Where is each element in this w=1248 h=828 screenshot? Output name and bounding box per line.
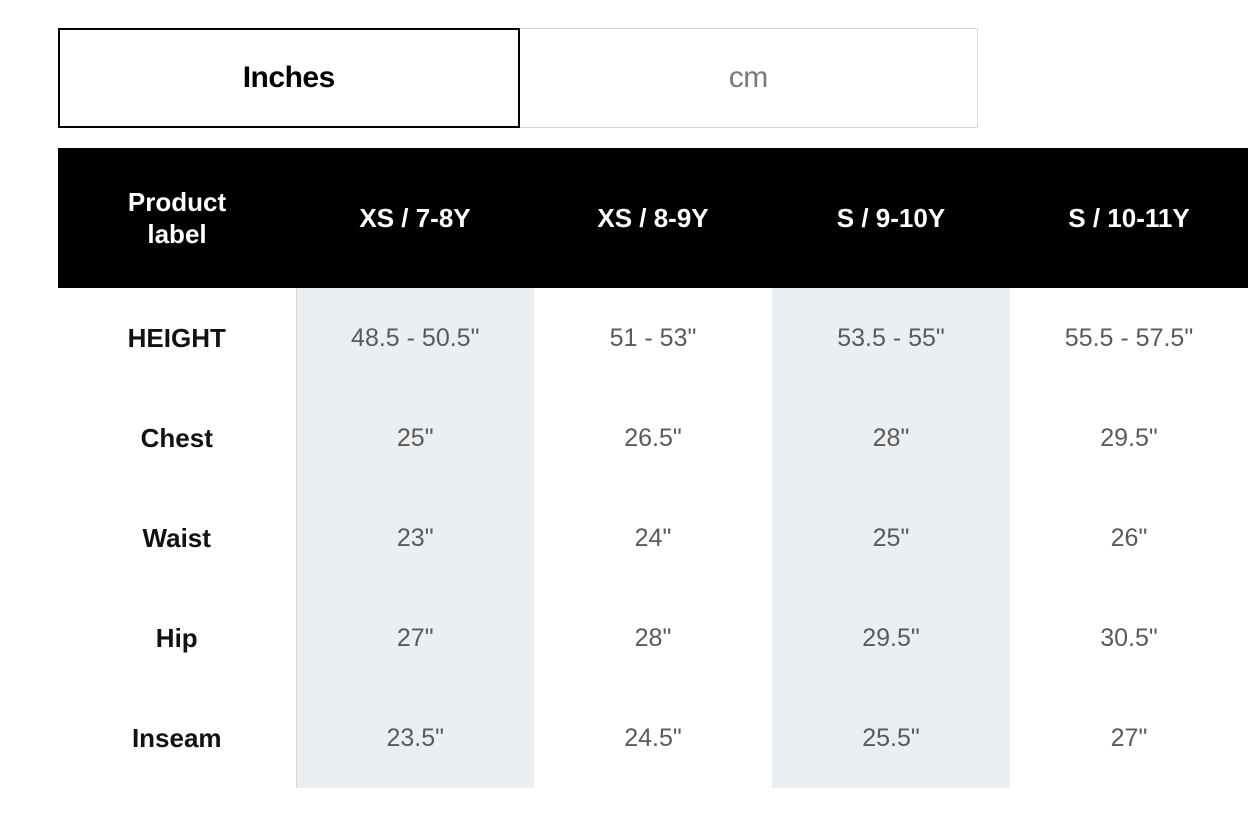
size-chart-table: Product label XS / 7-8Y XS / 8-9Y S / 9-… bbox=[58, 148, 1248, 788]
cell: 25" bbox=[772, 488, 1010, 588]
cell: 23" bbox=[296, 488, 534, 588]
row-label-2: Waist bbox=[58, 488, 296, 588]
cell: 55.5 - 57.5" bbox=[1010, 288, 1248, 388]
table-header-row: Product label XS / 7-8Y XS / 8-9Y S / 9-… bbox=[58, 148, 1248, 288]
row-label-3: Hip bbox=[58, 588, 296, 688]
cell: 25.5" bbox=[772, 688, 1010, 788]
cell: 24.5" bbox=[534, 688, 772, 788]
cell: 48.5 - 50.5" bbox=[296, 288, 534, 388]
cell: 27" bbox=[296, 588, 534, 688]
cell: 30.5" bbox=[1010, 588, 1248, 688]
cell: 29.5" bbox=[1010, 388, 1248, 488]
col-header-1: XS / 8-9Y bbox=[534, 148, 772, 288]
corner-label-line1: Product bbox=[128, 187, 226, 217]
table-corner-header: Product label bbox=[58, 148, 296, 288]
cell: 51 - 53" bbox=[534, 288, 772, 388]
cell: 27" bbox=[1010, 688, 1248, 788]
cell: 28" bbox=[534, 588, 772, 688]
col-header-2: S / 9-10Y bbox=[772, 148, 1010, 288]
tab-inches[interactable]: Inches bbox=[58, 28, 520, 128]
corner-label-line2: label bbox=[147, 219, 206, 249]
cell: 28" bbox=[772, 388, 1010, 488]
row-label-4: Inseam bbox=[58, 688, 296, 788]
row-label-1: Chest bbox=[58, 388, 296, 488]
cell: 53.5 - 55" bbox=[772, 288, 1010, 388]
tab-cm[interactable]: cm bbox=[520, 28, 979, 128]
cell: 25" bbox=[296, 388, 534, 488]
cell: 23.5" bbox=[296, 688, 534, 788]
table-row: Waist 23" 24" 25" 26" bbox=[58, 488, 1248, 588]
cell: 26.5" bbox=[534, 388, 772, 488]
row-label-0: HEIGHT bbox=[58, 288, 296, 388]
cell: 29.5" bbox=[772, 588, 1010, 688]
table-row: Chest 25" 26.5" 28" 29.5" bbox=[58, 388, 1248, 488]
col-header-3: S / 10-11Y bbox=[1010, 148, 1248, 288]
col-header-0: XS / 7-8Y bbox=[296, 148, 534, 288]
table-row: HEIGHT 48.5 - 50.5" 51 - 53" 53.5 - 55" … bbox=[58, 288, 1248, 388]
table-row: Inseam 23.5" 24.5" 25.5" 27" bbox=[58, 688, 1248, 788]
cell: 24" bbox=[534, 488, 772, 588]
unit-tabs: Inches cm bbox=[58, 28, 978, 128]
table-row: Hip 27" 28" 29.5" 30.5" bbox=[58, 588, 1248, 688]
cell: 26" bbox=[1010, 488, 1248, 588]
